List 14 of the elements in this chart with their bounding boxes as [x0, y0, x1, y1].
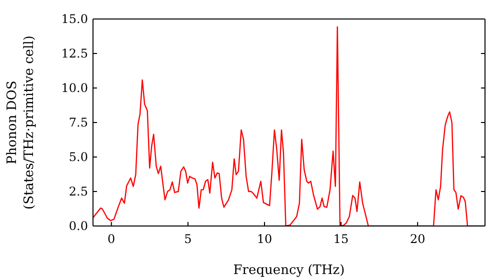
x-tick-label: 15 — [333, 232, 349, 246]
x-tick-label: 0 — [108, 232, 116, 246]
y-tick-label: 7.5 — [68, 116, 88, 130]
x-tick-label: 10 — [256, 232, 272, 246]
y-tick-label: 2.5 — [68, 184, 88, 198]
y-tick-label: 0.0 — [68, 219, 88, 233]
x-axis-title: Frequency (THz) — [233, 263, 345, 278]
y-axis-title: Phonon DOS (States/THz·primitive cell) — [5, 35, 37, 210]
y-tick-label: 12.5 — [61, 46, 88, 60]
x-tick-label: 20 — [410, 232, 426, 246]
y-tick-label: 5.0 — [68, 150, 88, 164]
y-tick-label: 15.0 — [61, 12, 88, 26]
x-tick-label: 5 — [184, 232, 192, 246]
y-tick-label: 10.0 — [61, 81, 88, 95]
